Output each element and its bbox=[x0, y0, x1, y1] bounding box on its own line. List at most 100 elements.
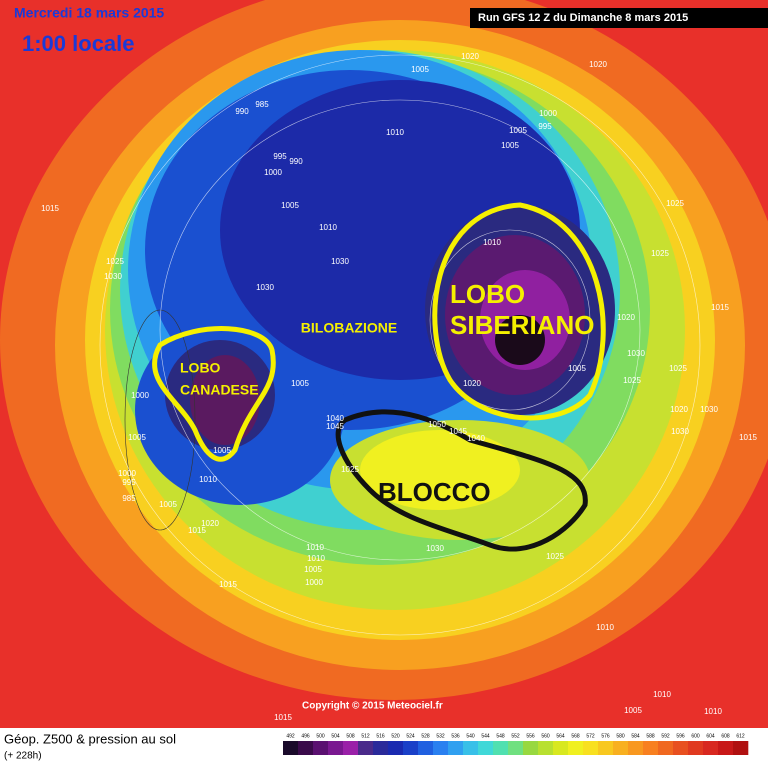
scale-swatch bbox=[613, 741, 629, 755]
copyright: Copyright © 2015 Meteociel.fr bbox=[302, 701, 443, 712]
scale-label: 496 bbox=[301, 733, 310, 739]
scale-label: 572 bbox=[586, 733, 595, 739]
isobar-label: 1020 bbox=[670, 405, 688, 414]
annotation: BLOCCO bbox=[378, 477, 491, 507]
color-scale: 492 496 500 504 508 512 516 520 524 528 532 536 540 5… bbox=[283, 733, 749, 755]
scale-swatch bbox=[583, 741, 599, 755]
isobar-label: 1030 bbox=[426, 544, 444, 553]
isobar-label: 1000 bbox=[264, 168, 282, 177]
isobar-label: 1005 bbox=[213, 446, 231, 455]
isobar-label: 990 bbox=[235, 107, 249, 116]
scale-label: 544 bbox=[481, 733, 490, 739]
scale-label: 612 bbox=[736, 733, 745, 739]
isobar-label: 1025 bbox=[546, 552, 564, 561]
scale-label: 552 bbox=[511, 733, 520, 739]
legend-lead: (+ 228h) bbox=[4, 751, 42, 762]
isobar-label: 1005 bbox=[304, 565, 322, 574]
run: Run GFS 12 Z du Dimanche 8 mars 2015 bbox=[478, 12, 688, 24]
isobar-label: 1025 bbox=[669, 364, 687, 373]
scale-label: 520 bbox=[391, 733, 400, 739]
isobar-label: 1010 bbox=[306, 543, 324, 552]
isobar-label: 1005 bbox=[128, 433, 146, 442]
scale-swatch bbox=[508, 741, 524, 755]
isobar-label: 1015 bbox=[274, 713, 292, 722]
isobar-label: 1010 bbox=[704, 707, 722, 716]
isobar-label: 990 bbox=[289, 157, 303, 166]
scale-label: 560 bbox=[541, 733, 550, 739]
scale-swatch bbox=[283, 741, 299, 755]
scale-swatch bbox=[598, 741, 614, 755]
isobar-label: 1010 bbox=[386, 128, 404, 137]
scale-swatch bbox=[673, 741, 689, 755]
scale-label: 584 bbox=[631, 733, 640, 739]
isobar-label: 1010 bbox=[596, 623, 614, 632]
isobar-label: 1030 bbox=[671, 427, 689, 436]
isobar-label: 1045 bbox=[326, 422, 344, 431]
scale-swatch bbox=[373, 741, 389, 755]
scale-label: 608 bbox=[721, 733, 730, 739]
scale-label: 516 bbox=[376, 733, 385, 739]
scale-swatch bbox=[448, 741, 464, 755]
scale-label: 576 bbox=[601, 733, 610, 739]
scale-swatch bbox=[733, 741, 749, 755]
scale-label: 540 bbox=[466, 733, 475, 739]
scale-label: 580 bbox=[616, 733, 625, 739]
isobar-label: 1010 bbox=[199, 475, 217, 484]
isobar-label: 1025 bbox=[623, 376, 641, 385]
isobar-label: 1005 bbox=[568, 364, 586, 373]
isobar-label: 1015 bbox=[739, 433, 757, 442]
isobar-label: 995 bbox=[122, 478, 136, 487]
scale-swatch bbox=[403, 741, 419, 755]
isobar-label: 1030 bbox=[256, 283, 274, 292]
scale-label: 524 bbox=[406, 733, 415, 739]
isobar-label: 1005 bbox=[624, 706, 642, 715]
scale-label: 548 bbox=[496, 733, 505, 739]
annotation: CANADESE bbox=[180, 382, 259, 398]
scale-swatch bbox=[358, 741, 374, 755]
scale-swatch bbox=[463, 741, 479, 755]
scale-swatch bbox=[568, 741, 584, 755]
scale-label: 528 bbox=[421, 733, 430, 739]
isobar-label: 1045 bbox=[449, 427, 467, 436]
scale-label: 596 bbox=[676, 733, 685, 739]
isobar-label: 1025 bbox=[106, 257, 124, 266]
isobar-label: 1000 bbox=[539, 109, 557, 118]
scale-swatch bbox=[703, 741, 719, 755]
scale-swatch bbox=[343, 741, 359, 755]
isobar-label: 1030 bbox=[331, 257, 349, 266]
scale-swatch bbox=[493, 741, 509, 755]
scale-swatch bbox=[553, 741, 569, 755]
isobar-label: 1010 bbox=[653, 690, 671, 699]
scale-swatch bbox=[388, 741, 404, 755]
isobar-label: 1050 bbox=[428, 420, 446, 429]
scale-swatch bbox=[658, 741, 674, 755]
isobar-label: 1000 bbox=[118, 469, 136, 478]
isobar-label: 1005 bbox=[291, 379, 309, 388]
isobar-label: 1010 bbox=[319, 223, 337, 232]
isobar-label: 1000 bbox=[131, 391, 149, 400]
scale-label: 568 bbox=[571, 733, 580, 739]
annotation: LOBO bbox=[180, 360, 221, 376]
isobar-label: 1000 bbox=[305, 578, 323, 587]
isobar-label: 1020 bbox=[617, 313, 635, 322]
scale-swatch bbox=[418, 741, 434, 755]
scale-swatch bbox=[688, 741, 704, 755]
scale-label: 604 bbox=[706, 733, 715, 739]
isobar-label: 1015 bbox=[41, 204, 59, 213]
isobar-label: 1025 bbox=[666, 199, 684, 208]
isobar-label: 1020 bbox=[201, 519, 219, 528]
isobar-label: 1005 bbox=[281, 201, 299, 210]
isobar-label: 1025 bbox=[651, 249, 669, 258]
annotation: LOBO bbox=[450, 279, 525, 309]
isobar-label: 1030 bbox=[104, 272, 122, 281]
scale-label: 588 bbox=[646, 733, 655, 739]
isobar-label: 1030 bbox=[627, 349, 645, 358]
scale-label: 500 bbox=[316, 733, 325, 739]
scale-label: 536 bbox=[451, 733, 460, 739]
scale-label: 532 bbox=[436, 733, 445, 739]
scale-swatch bbox=[718, 741, 734, 755]
isobar-label: 1020 bbox=[463, 379, 481, 388]
scale-swatch bbox=[328, 741, 344, 755]
legend-title: Géop. Z500 & pression au sol bbox=[4, 731, 176, 746]
